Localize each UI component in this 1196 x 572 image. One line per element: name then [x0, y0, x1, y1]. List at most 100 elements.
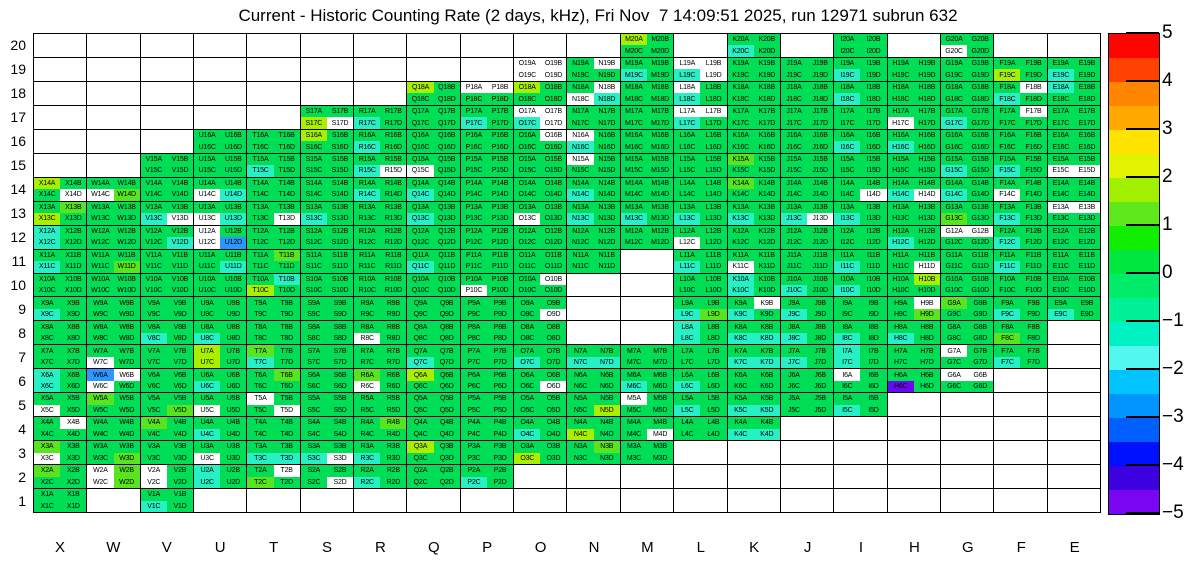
- cell-V14: V14A V14B V14C V14D: [140, 177, 195, 202]
- channel-H10D: H10D: [913, 284, 940, 297]
- cell-T1: [247, 489, 301, 513]
- channel-X5D: X5D: [60, 404, 87, 417]
- cell-F16: F16A F16B F16C F16D: [994, 129, 1048, 154]
- cell-N12: N12A N12B N12C N12D: [567, 225, 621, 250]
- channel-Q3A: Q3A: [407, 441, 434, 453]
- channel-G15A: G15A: [940, 153, 968, 166]
- channel-W7C: W7C: [87, 356, 114, 369]
- channel-E17B: E17B: [1073, 105, 1100, 118]
- cell-P19: [460, 57, 515, 82]
- cell-S12: S12A S12B S12C S12D: [300, 225, 355, 250]
- channel-Q10D: Q10D: [433, 284, 460, 297]
- channel-X6C: X6C: [34, 380, 61, 393]
- channel-U5B: U5B: [220, 393, 247, 405]
- channel-P7C: P7C: [460, 356, 487, 369]
- colorbar-band-18: [1109, 466, 1159, 490]
- channel-U11D: U11D: [220, 261, 247, 273]
- channel-J13A: J13A: [780, 201, 808, 214]
- channel-P15D: P15D: [486, 165, 514, 177]
- channel-I10C: I10C: [834, 284, 861, 297]
- channel-R13B: R13B: [380, 201, 407, 214]
- channel-F15C: F15C: [994, 165, 1021, 177]
- cell-Q17: Q17A Q17B Q17C Q17D: [407, 105, 461, 130]
- channel-Q6D: Q6D: [433, 380, 460, 393]
- channel-W11B: W11B: [113, 249, 140, 262]
- cell-T11: T11A T11B T11C T11D: [247, 249, 301, 274]
- cell-X3: X3A X3B X3C X3D: [34, 441, 88, 466]
- channel-L6B: L6B: [700, 369, 727, 381]
- channel-K9C: K9C: [727, 308, 754, 321]
- cell-H1: [887, 489, 941, 513]
- cell-H5: [887, 393, 941, 418]
- channel-O10D: O10D: [540, 284, 567, 297]
- channel-G18C: G18C: [940, 93, 968, 105]
- cell-E17: E17A E17B E17C E17D: [1047, 105, 1101, 130]
- channel-Q5C: Q5C: [407, 404, 434, 417]
- channel-U10B: U10B: [220, 273, 247, 285]
- channel-Q16D: Q16D: [433, 141, 460, 153]
- cell-I4: [834, 417, 888, 442]
- x-axis-label-K: K: [749, 539, 760, 556]
- channel-M5D: M5D: [647, 404, 674, 417]
- channel-O4D: O4D: [540, 428, 567, 441]
- channel-T11A: T11A: [247, 249, 274, 262]
- channel-T5B: T5B: [273, 393, 300, 405]
- channel-R12D: R12D: [380, 237, 407, 249]
- channel-Q15D: Q15D: [433, 165, 460, 177]
- channel-P7A: P7A: [460, 345, 487, 357]
- cell-H12: H12A H12B H12C H12D: [887, 225, 941, 250]
- x-axis-label-W: W: [106, 539, 121, 556]
- channel-V14A: V14A: [140, 177, 167, 190]
- cell-T7: T7A T7B T7C T7D: [247, 345, 301, 370]
- cell-R15: R15A R15B R15C R15D: [354, 153, 408, 178]
- cell-F4: [994, 417, 1048, 442]
- channel-R7D: R7D: [380, 356, 407, 369]
- cell-V2: V2A V2B V2C V2D: [140, 465, 195, 490]
- channel-H16B: H16B: [913, 129, 940, 142]
- channel-P5C: P5C: [460, 404, 487, 417]
- cell-M7: M7A M7B M7C M7D: [620, 345, 675, 370]
- channel-E13A: E13A: [1047, 201, 1074, 214]
- channel-T13D: T13D: [273, 213, 300, 225]
- cell-L12: L12A L12B L12C L12D: [674, 225, 728, 250]
- channel-H6A: H6A: [887, 369, 914, 381]
- cell-L2: [674, 465, 728, 490]
- colorbar-band-12: [1109, 322, 1159, 346]
- cell-K12: K12A K12B K12C K12D: [727, 225, 781, 250]
- cell-O6: O6A O6B O6C O6D: [514, 369, 568, 394]
- channel-P8C: P8C: [460, 332, 487, 345]
- channel-U3B: U3B: [220, 441, 247, 453]
- channel-H14B: H14B: [913, 177, 940, 190]
- channel-L17C: L17C: [674, 117, 701, 129]
- cell-X19: [34, 57, 88, 82]
- channel-P16C: P16C: [460, 141, 487, 153]
- channel-L12D: L12D: [700, 237, 727, 249]
- channel-G11A: G11A: [940, 249, 968, 262]
- cell-F18: F18A F18B F18C F18D: [994, 81, 1048, 106]
- channel-H11C: H11C: [887, 261, 914, 273]
- channel-G10B: G10B: [967, 273, 994, 285]
- cell-X14: X14A X14B X14C X14D: [34, 177, 88, 202]
- channel-N13C: N13C: [567, 213, 594, 225]
- channel-G16A: G16A: [940, 129, 968, 142]
- channel-X14B: X14B: [60, 177, 87, 190]
- colorbar-tick-label-5: 5: [1162, 22, 1173, 43]
- cell-J19: J19A J19B J19C J19D: [780, 57, 835, 82]
- channel-W10B: W10B: [113, 273, 140, 285]
- channel-K7A: K7A: [727, 345, 754, 357]
- channel-M3D: M3D: [647, 452, 674, 465]
- channel-F11D: F11D: [1020, 261, 1047, 273]
- channel-R15D: R15D: [380, 165, 407, 177]
- channel-F13A: F13A: [994, 201, 1021, 214]
- cell-N2: [567, 465, 621, 490]
- channel-E12A: E12A: [1047, 225, 1074, 238]
- channel-W9A: W9A: [87, 297, 114, 309]
- channel-M5B: M5B: [647, 393, 674, 405]
- channel-W9D: W9D: [113, 308, 140, 321]
- channel-K14A: K14A: [727, 177, 754, 190]
- x-axis-label-F: F: [1016, 539, 1026, 556]
- channel-R11D: R11D: [380, 261, 407, 273]
- channel-N17D: N17D: [593, 117, 620, 129]
- channel-S14A: S14A: [300, 177, 327, 190]
- channel-U16B: U16B: [220, 129, 247, 142]
